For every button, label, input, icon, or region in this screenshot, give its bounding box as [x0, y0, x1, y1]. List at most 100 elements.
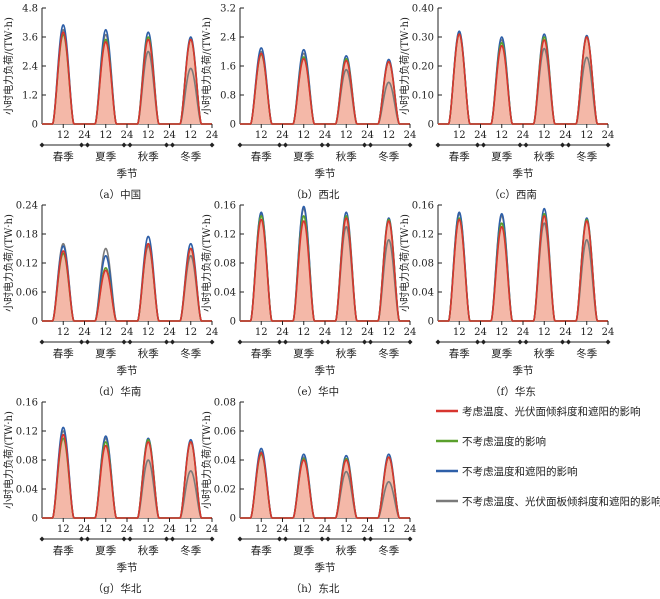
- chart-caption: （e）华中: [291, 385, 339, 398]
- series-line: [41, 250, 85, 322]
- y-tick-label: 0: [230, 317, 236, 328]
- season-marker: [435, 339, 441, 345]
- area-fill: [367, 61, 410, 124]
- y-tick-label: 0.06: [16, 288, 38, 299]
- season-label: 冬季: [378, 150, 399, 163]
- x-tick-label: 12: [99, 130, 112, 141]
- season-marker: [121, 142, 127, 148]
- legend-entry: 不考虑温度的影响: [436, 435, 546, 448]
- x-tick-label: 12: [297, 524, 310, 535]
- season-marker: [319, 142, 325, 148]
- y-axis-label: 小时电力负荷/(TW·h): [200, 17, 213, 115]
- season-label: 春季: [449, 348, 470, 360]
- season-marker: [127, 536, 133, 542]
- season-marker: [605, 142, 611, 148]
- y-tick-label: 0: [230, 120, 236, 131]
- x-axis-label: 季节: [117, 168, 138, 180]
- x-tick-label: 24: [121, 327, 134, 338]
- season-marker: [283, 536, 288, 542]
- x-axis-label: 季节: [117, 365, 138, 377]
- season-label: 秋季: [336, 544, 357, 557]
- x-tick-label: 12: [580, 130, 593, 141]
- y-tick-label: 0.12: [16, 259, 38, 270]
- legend-entry: 不考虑温度和遮阳的影响: [436, 465, 578, 478]
- series-line: [169, 38, 213, 125]
- series-line: [84, 269, 128, 322]
- series-line: [169, 247, 213, 322]
- season-marker: [121, 339, 127, 345]
- season-marker: [362, 339, 367, 345]
- area-fill: [84, 41, 127, 124]
- x-tick-label: 24: [163, 130, 176, 141]
- series-line: [480, 225, 524, 322]
- season-marker: [164, 339, 169, 345]
- area-fill: [240, 53, 283, 125]
- season-label: 夏季: [491, 348, 512, 360]
- series-line: [367, 220, 411, 322]
- area-fill: [565, 220, 608, 321]
- season-marker: [39, 536, 45, 542]
- season-marker: [481, 142, 486, 148]
- season-marker: [209, 536, 215, 542]
- x-axis-label: 季节: [513, 365, 534, 377]
- series-line: [324, 217, 368, 322]
- x-tick-label: 12: [340, 130, 353, 141]
- season-label: 夏季: [293, 348, 314, 360]
- series-line: [437, 33, 481, 125]
- area-fill: [127, 243, 170, 321]
- series-line: [239, 52, 283, 125]
- season-label: 夏季: [491, 151, 512, 163]
- season-label: 夏季: [95, 545, 116, 557]
- chart-caption: （h）东北: [291, 582, 340, 595]
- x-tick-label: 12: [580, 327, 593, 338]
- season-marker: [237, 339, 243, 345]
- area-fill: [42, 250, 85, 321]
- area-fill: [42, 434, 85, 518]
- x-tick-label: 12: [142, 130, 155, 141]
- season-label: 夏季: [95, 348, 116, 360]
- legend-label: 考虑温度、光伏面倾斜度和遮阳的影响: [462, 405, 641, 418]
- x-tick-label: 24: [78, 524, 91, 535]
- x-tick-label: 24: [361, 130, 374, 141]
- season-label: 春季: [53, 151, 74, 163]
- x-tick-label: 12: [453, 130, 466, 141]
- season-label: 秋季: [534, 150, 555, 163]
- y-tick-label: 0.12: [412, 230, 434, 241]
- series-line: [126, 441, 170, 519]
- season-marker: [79, 339, 84, 345]
- x-tick-label: 24: [517, 130, 530, 141]
- series-line: [282, 57, 326, 125]
- y-tick-label: 2.4: [220, 33, 236, 44]
- area-fill: [282, 58, 325, 124]
- season-marker: [209, 142, 215, 148]
- x-tick-label: 12: [382, 524, 395, 535]
- series-line: [126, 38, 170, 125]
- legend-label: 不考虑温度的影响: [462, 435, 546, 448]
- season-marker: [368, 142, 373, 148]
- series-line: [41, 31, 85, 125]
- x-tick-label: 24: [206, 327, 219, 338]
- x-tick-label: 24: [121, 130, 134, 141]
- chart-caption: （g）华北: [93, 582, 142, 595]
- season-marker: [325, 142, 331, 148]
- series-line: [282, 459, 326, 519]
- chart-caption: （b）西北: [291, 189, 340, 201]
- y-tick-label: 4.8: [22, 4, 38, 15]
- x-tick-label: 12: [340, 524, 353, 535]
- area-fill: [169, 39, 212, 124]
- season-marker: [237, 142, 243, 148]
- x-tick-label: 24: [602, 130, 615, 141]
- area-fill: [438, 34, 481, 124]
- y-tick-label: 0.06: [214, 427, 236, 438]
- y-tick-label: 0: [32, 317, 38, 328]
- season-marker: [523, 339, 529, 345]
- season-label: 夏季: [293, 545, 314, 557]
- x-tick-label: 12: [99, 327, 112, 338]
- season-label: 夏季: [95, 151, 116, 163]
- season-label: 冬季: [378, 347, 399, 360]
- season-marker: [319, 536, 325, 542]
- y-tick-label: 3.6: [22, 33, 38, 44]
